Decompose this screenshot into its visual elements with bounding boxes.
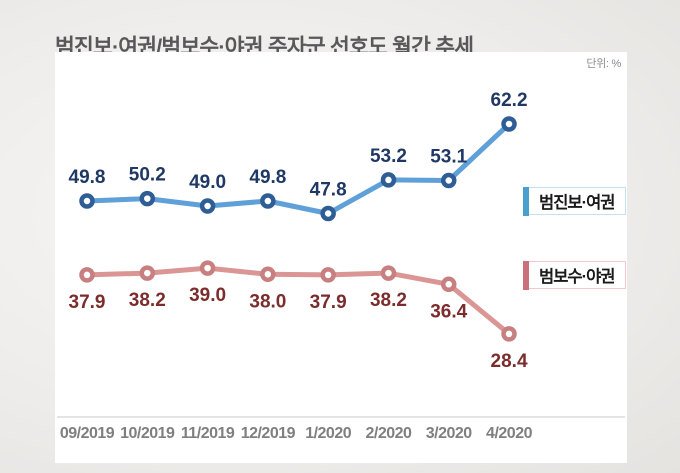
- data-point-marker: [79, 267, 95, 283]
- data-point-marker: [139, 190, 156, 207]
- x-axis-label: 1/2020: [305, 425, 352, 442]
- data-point-marker: [260, 266, 276, 283]
- data-point-marker: [199, 198, 216, 214]
- data-point-label: 53.1: [430, 147, 467, 168]
- data-point-marker: [380, 172, 397, 188]
- data-point-label: 37.9: [69, 292, 106, 313]
- series-line-0: [84, 121, 512, 216]
- data-point-label: 53.2: [370, 146, 407, 167]
- unit-label: 단위: %: [586, 58, 621, 70]
- x-axis-label: 11/2019: [181, 425, 235, 442]
- data-point-label: 50.2: [129, 165, 166, 186]
- legend-color-bar-blue: [522, 186, 529, 216]
- data-point-label: 49.0: [189, 172, 226, 193]
- data-point-label: 38.2: [370, 290, 407, 311]
- legend-color-bar-pink: [522, 260, 529, 290]
- data-point-label: 38.2: [129, 290, 166, 311]
- legend-label: 범보수·야권: [539, 268, 615, 286]
- data-point-label: 36.4: [430, 301, 467, 322]
- trend-line-chart: 09/2019 10/2019 11/2019 12/2019 1/2020 2/2020…: [57, 90, 625, 442]
- data-point-marker: [440, 172, 457, 189]
- data-point-marker: [199, 260, 216, 276]
- legend-conservative-opposition: 범보수·야권: [522, 260, 626, 290]
- data-point-marker: [320, 267, 336, 283]
- chart-card: 단위: % 09/2019 10/2019 11/2019 12/2019 1/2020…: [55, 52, 627, 463]
- x-axis-label: 10/2019: [120, 425, 175, 442]
- data-point-label: 28.4: [491, 351, 528, 372]
- data-point-label: 47.8: [310, 180, 347, 201]
- data-point-label: 37.9: [310, 292, 347, 313]
- legend-label: 범진보·여권: [539, 194, 615, 212]
- data-point-label: 39.0: [189, 285, 226, 306]
- data-point-label: 62.2: [491, 90, 528, 111]
- data-point-marker: [320, 205, 336, 222]
- data-point-marker: [501, 326, 517, 342]
- legend-progressive-ruling: 범진보·여권: [522, 186, 626, 216]
- data-point-marker: [440, 276, 457, 293]
- x-axis-label: 4/2020: [486, 425, 533, 442]
- data-point-label: 38.0: [249, 291, 286, 312]
- data-point-label: 49.8: [69, 167, 106, 188]
- x-axis-label: 09/2019: [60, 425, 115, 442]
- x-axis-label: 2/2020: [365, 425, 412, 442]
- data-point-marker: [79, 193, 95, 209]
- data-point-marker: [380, 265, 397, 281]
- data-point-label: 49.8: [249, 167, 286, 188]
- x-axis-label: 12/2019: [241, 425, 296, 442]
- x-axis-label: 3/2020: [426, 425, 473, 442]
- series-line-1: [84, 265, 512, 337]
- data-point-marker: [260, 193, 276, 209]
- data-point-marker: [501, 116, 517, 132]
- data-point-marker: [139, 265, 156, 281]
